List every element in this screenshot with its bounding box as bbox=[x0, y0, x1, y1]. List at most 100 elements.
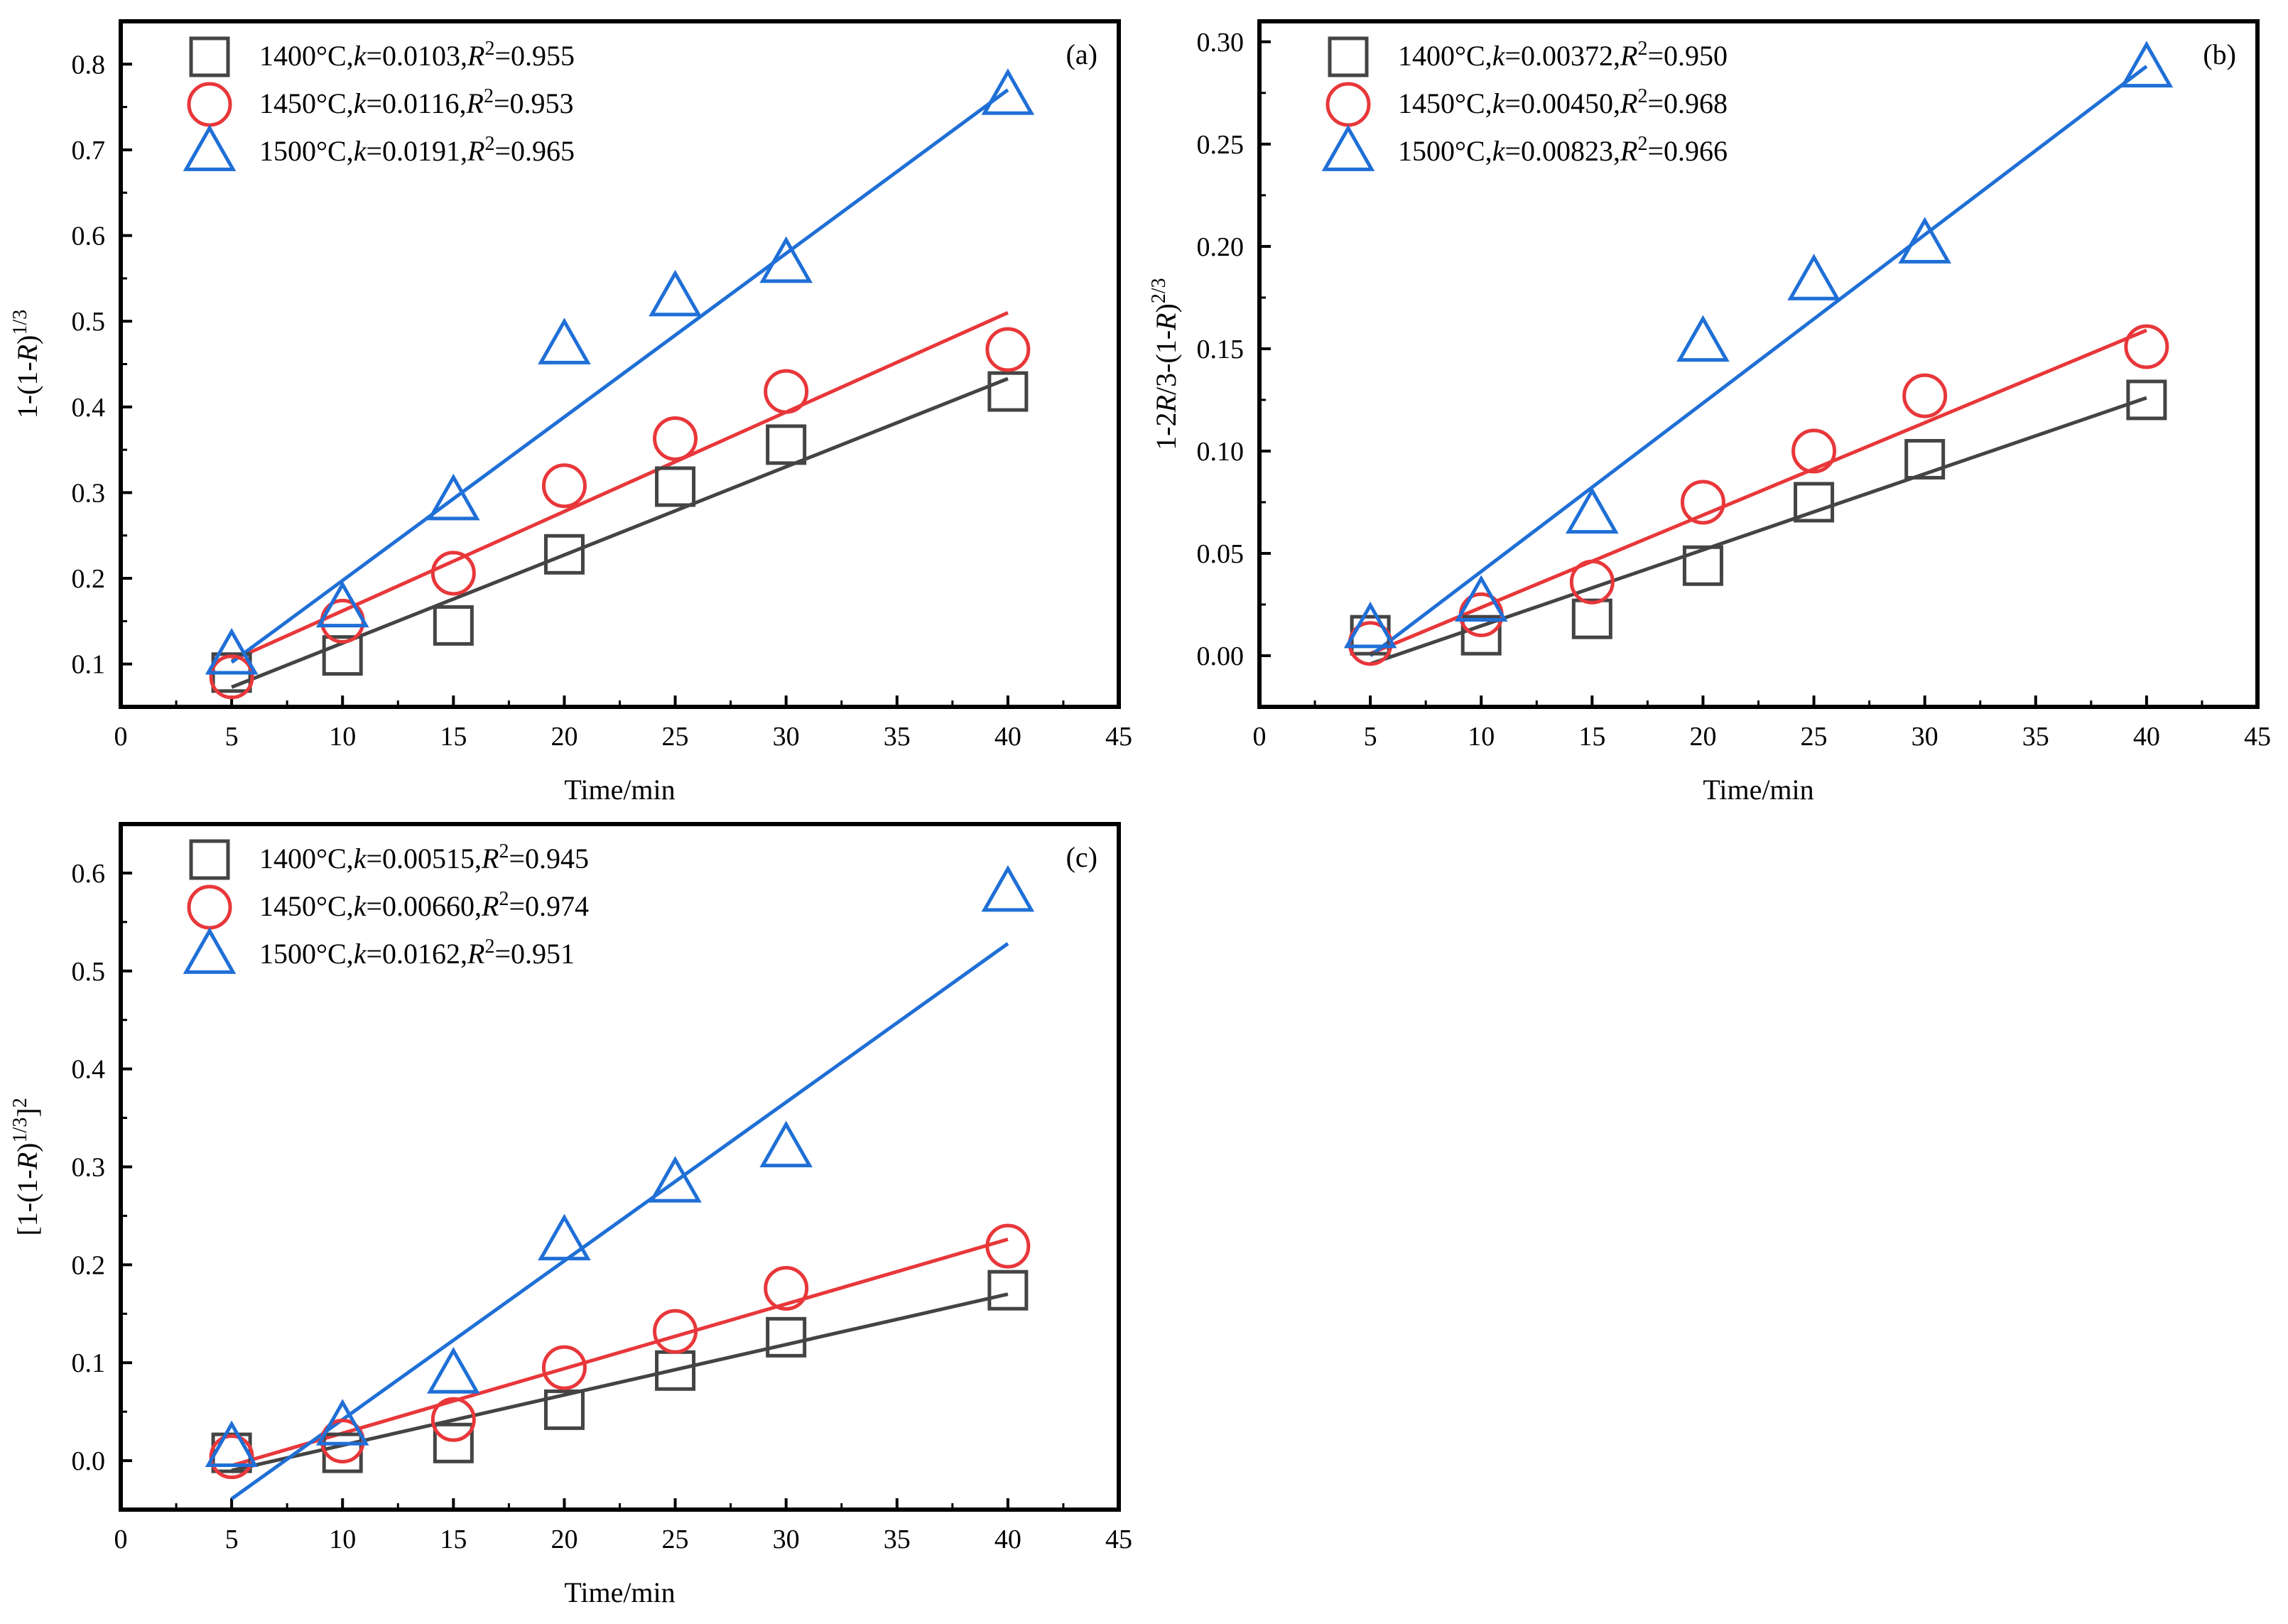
data-point-1450c bbox=[653, 416, 698, 461]
legend-entry: 1400°C,k=0.00515,R2=0.945 bbox=[259, 840, 589, 875]
x-tick-label: 5 bbox=[1364, 722, 1377, 752]
legend-entry: 1400°C,k=0.0103,R2=0.955 bbox=[259, 38, 575, 72]
legend-entry: 1450°C,k=0.0116,R2=0.953 bbox=[259, 85, 574, 120]
x-axis-title: Time/min bbox=[564, 774, 675, 806]
legend-marker bbox=[189, 36, 230, 77]
data-point-1500c bbox=[315, 580, 369, 628]
data-point-1450c bbox=[985, 1223, 1031, 1269]
x-tick-label: 35 bbox=[884, 1525, 911, 1554]
y-tick-label: 0.4 bbox=[72, 1055, 106, 1085]
data-point-1500c bbox=[649, 1156, 702, 1203]
y-tick-label: 0.3 bbox=[72, 478, 106, 508]
y-tick-label: 0.5 bbox=[72, 307, 106, 337]
data-point-1400c bbox=[322, 1432, 363, 1473]
data-point-1450c bbox=[2124, 324, 2169, 369]
y-tick-label: 0.5 bbox=[72, 957, 106, 987]
legend-marker bbox=[183, 124, 237, 171]
panel-label: (b) bbox=[2203, 38, 2236, 70]
x-tick-label: 35 bbox=[884, 722, 911, 752]
x-tick-label: 5 bbox=[225, 1525, 239, 1554]
y-tick-label: 0.1 bbox=[72, 1348, 106, 1378]
data-point-1400c bbox=[433, 605, 474, 646]
y-tick-label: 0.25 bbox=[1197, 130, 1245, 160]
data-point-1450c bbox=[541, 1345, 587, 1390]
data-point-1450c bbox=[209, 654, 254, 700]
data-point-1500c bbox=[1454, 575, 1508, 622]
data-point-1500c bbox=[1898, 217, 1951, 264]
x-tick-label: 25 bbox=[662, 1525, 689, 1554]
x-tick-label: 0 bbox=[1253, 722, 1267, 752]
x-tick-label: 30 bbox=[1912, 722, 1939, 752]
data-point-1500c bbox=[1787, 254, 1840, 301]
data-point-1500c bbox=[1343, 601, 1397, 649]
data-point-1400c bbox=[1460, 615, 1502, 656]
data-point-1500c bbox=[1676, 315, 1730, 362]
legend-marker bbox=[1321, 124, 1375, 171]
x-tick-label: 30 bbox=[773, 1525, 800, 1554]
legend-entry: 1400°C,k=0.00372,R2=0.950 bbox=[1398, 38, 1728, 72]
fit-line-1500c bbox=[230, 88, 1009, 664]
x-tick-label: 40 bbox=[994, 722, 1021, 752]
data-point-1400c bbox=[987, 371, 1029, 412]
data-point-1400c bbox=[1904, 438, 1946, 480]
y-tick-label: 0.6 bbox=[72, 859, 106, 889]
y-tick-label: 0.7 bbox=[72, 136, 106, 166]
x-tick-label: 35 bbox=[2022, 722, 2049, 752]
plot-frame bbox=[1257, 19, 2260, 709]
data-point-1500c bbox=[315, 1399, 369, 1446]
x-tick-label: 45 bbox=[1105, 722, 1132, 752]
data-point-1400c bbox=[1571, 598, 1612, 639]
y-tick-label: 0.8 bbox=[72, 50, 106, 80]
data-point-1400c bbox=[543, 1389, 585, 1430]
panel-label: (c) bbox=[1066, 841, 1097, 873]
fit-line-1500c bbox=[1369, 65, 2148, 657]
x-axis-title: Time/min bbox=[1703, 774, 1813, 806]
data-point-1500c bbox=[981, 865, 1035, 912]
plot-frame bbox=[119, 19, 1121, 709]
y-axis-title: [1-(1-R)1/3]2 bbox=[9, 1098, 44, 1235]
y-tick-label: 0.6 bbox=[72, 222, 106, 251]
legend-marker bbox=[1328, 36, 1369, 77]
data-point-1500c bbox=[427, 473, 480, 521]
legend-marker bbox=[1325, 82, 1371, 127]
x-tick-label: 20 bbox=[551, 1525, 578, 1554]
x-tick-label: 30 bbox=[773, 722, 800, 752]
x-tick-label: 5 bbox=[225, 722, 239, 752]
x-tick-label: 20 bbox=[1689, 722, 1716, 752]
x-tick-label: 10 bbox=[329, 1525, 356, 1554]
y-tick-label: 0.4 bbox=[72, 393, 106, 423]
data-point-1450c bbox=[430, 1397, 476, 1442]
fit-line-1400c bbox=[1370, 396, 2147, 666]
data-point-1500c bbox=[538, 318, 591, 364]
x-tick-label: 40 bbox=[2133, 722, 2160, 752]
legend-marker bbox=[189, 839, 230, 880]
data-point-1450c bbox=[1902, 373, 1948, 418]
chart-panel-1: 0 5 10 15 20 25 30 35 40 45 0.1 0.2 0.3 0.4 0.5 0.6 0.7 0… bbox=[9, 19, 1132, 806]
legend-entry: 1500°C,k=0.00823,R2=0.966 bbox=[1398, 133, 1728, 168]
legend-marker bbox=[187, 884, 232, 930]
x-tick-label: 45 bbox=[1105, 1525, 1132, 1554]
data-point-1450c bbox=[1680, 480, 1725, 525]
data-point-1450c bbox=[764, 369, 809, 414]
data-point-1450c bbox=[541, 463, 587, 509]
y-tick-label: 0.20 bbox=[1197, 232, 1245, 262]
data-point-1400c bbox=[1682, 545, 1723, 586]
chart-panel-3: 0 5 10 15 20 25 30 35 40 45 0.0 0.1 0.2 0.3 0.4 0.5 0.6 T… bbox=[9, 822, 1132, 1608]
y-tick-label: 0.15 bbox=[1197, 335, 1245, 364]
data-point-1500c bbox=[538, 1213, 591, 1261]
x-axis-title: Time/min bbox=[564, 1576, 675, 1608]
data-point-1400c bbox=[433, 1422, 474, 1463]
legend-marker bbox=[187, 82, 232, 127]
data-point-1400c bbox=[766, 424, 807, 465]
x-tick-label: 25 bbox=[662, 722, 689, 752]
fit-line-1500c bbox=[230, 942, 1009, 1500]
fit-line-1450c bbox=[231, 1238, 1009, 1468]
data-point-1450c bbox=[1569, 559, 1615, 605]
data-point-1500c bbox=[981, 68, 1035, 115]
data-point-1500c bbox=[1566, 487, 1619, 534]
data-point-1400c bbox=[655, 466, 696, 507]
data-point-1500c bbox=[427, 1347, 480, 1394]
x-tick-label: 45 bbox=[2244, 722, 2271, 752]
y-tick-label: 0.3 bbox=[72, 1153, 106, 1183]
